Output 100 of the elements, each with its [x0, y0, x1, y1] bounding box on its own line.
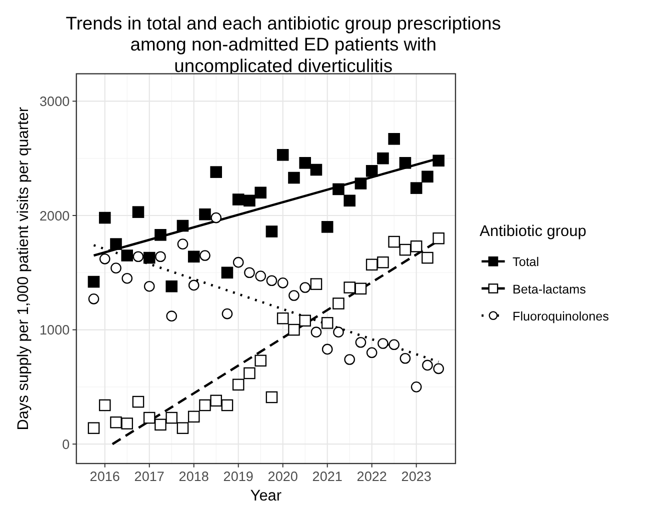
point: [221, 399, 234, 412]
x-tick-label: 2019: [223, 468, 254, 484]
point: [288, 324, 300, 336]
point: [332, 183, 344, 196]
x-tick-label: 2022: [356, 468, 387, 484]
point: [188, 250, 200, 263]
chart-title: Trends in total and each antibiotic group prescriptions among non-admitted ED patients with uncomplicated diverticulitis: [66, 12, 501, 76]
y-tick-label: 0: [62, 436, 70, 452]
point: [155, 251, 166, 262]
point: [366, 258, 378, 271]
point: [432, 154, 444, 167]
point: [244, 194, 256, 207]
point: [377, 152, 389, 164]
point: [176, 220, 189, 232]
point: [166, 412, 178, 424]
point: [355, 336, 366, 348]
point: [366, 165, 378, 177]
point: [399, 244, 412, 256]
point: [244, 367, 256, 380]
point: [344, 282, 356, 294]
point: [144, 280, 155, 292]
point: [121, 418, 134, 430]
point: [110, 238, 122, 250]
point: [276, 312, 289, 324]
point: [388, 133, 400, 145]
point: [321, 317, 334, 329]
point: [188, 410, 200, 423]
point: [254, 186, 266, 199]
point: [432, 232, 444, 244]
point: [88, 422, 100, 434]
point: [200, 250, 210, 261]
point: [266, 226, 278, 238]
point: [321, 221, 334, 233]
point: [354, 178, 367, 190]
x-axis-title: Year: [250, 487, 282, 504]
x-tick-label: 2016: [90, 468, 120, 484]
point: [400, 352, 411, 364]
point: [377, 256, 389, 268]
point: [299, 314, 311, 327]
point: [99, 254, 110, 264]
point: [410, 182, 422, 194]
y-tick-label: 3000: [40, 94, 70, 110]
point: [266, 275, 278, 286]
point: [388, 236, 400, 248]
point: [132, 396, 144, 408]
point: [210, 394, 222, 407]
point: [422, 252, 434, 264]
point: [232, 256, 244, 268]
point: [188, 280, 200, 291]
point: [344, 354, 356, 365]
point: [88, 294, 100, 304]
point: [98, 399, 111, 412]
point: [322, 344, 333, 355]
point: [354, 282, 367, 295]
point: [378, 338, 388, 349]
point: [98, 212, 111, 224]
y-tick-label: 2000: [40, 208, 70, 224]
point: [388, 339, 400, 350]
point: [332, 298, 344, 310]
point: [122, 272, 133, 284]
point: [177, 238, 188, 250]
x-tick-label: 2018: [178, 468, 209, 484]
legend-label: Total: [512, 255, 540, 270]
x-tick-label: 2020: [268, 468, 298, 484]
legend-label: Beta-lactams: [512, 282, 586, 296]
point: [366, 347, 378, 358]
point: [288, 172, 300, 184]
point: [310, 326, 322, 338]
point: [310, 164, 322, 176]
point: [210, 166, 222, 178]
point: [399, 157, 412, 169]
point: [88, 276, 100, 288]
point: [422, 170, 434, 183]
point: [288, 290, 300, 301]
point: [154, 418, 166, 431]
point: [121, 250, 134, 262]
point: [299, 157, 311, 169]
y-axis-title: Days supply per 1,000 patient visits per quarter: [15, 106, 32, 430]
point: [300, 282, 311, 293]
point: [254, 354, 266, 367]
point: [255, 270, 266, 282]
y-tick-label: 1000: [40, 322, 70, 338]
point: [210, 212, 222, 224]
point: [410, 382, 422, 392]
point: [310, 278, 322, 290]
point: [110, 262, 122, 274]
point: [176, 422, 189, 434]
point: [266, 391, 278, 404]
point: [166, 280, 178, 292]
point: [222, 308, 233, 320]
point: [221, 266, 234, 279]
point: [232, 378, 244, 391]
point: [277, 278, 288, 288]
point: [244, 267, 255, 278]
point: [232, 194, 244, 206]
x-tick-label: 2021: [312, 468, 342, 484]
point: [110, 416, 122, 428]
point: [132, 251, 144, 262]
legend-label: Fluoroquinolones: [512, 309, 609, 324]
point: [143, 412, 156, 424]
